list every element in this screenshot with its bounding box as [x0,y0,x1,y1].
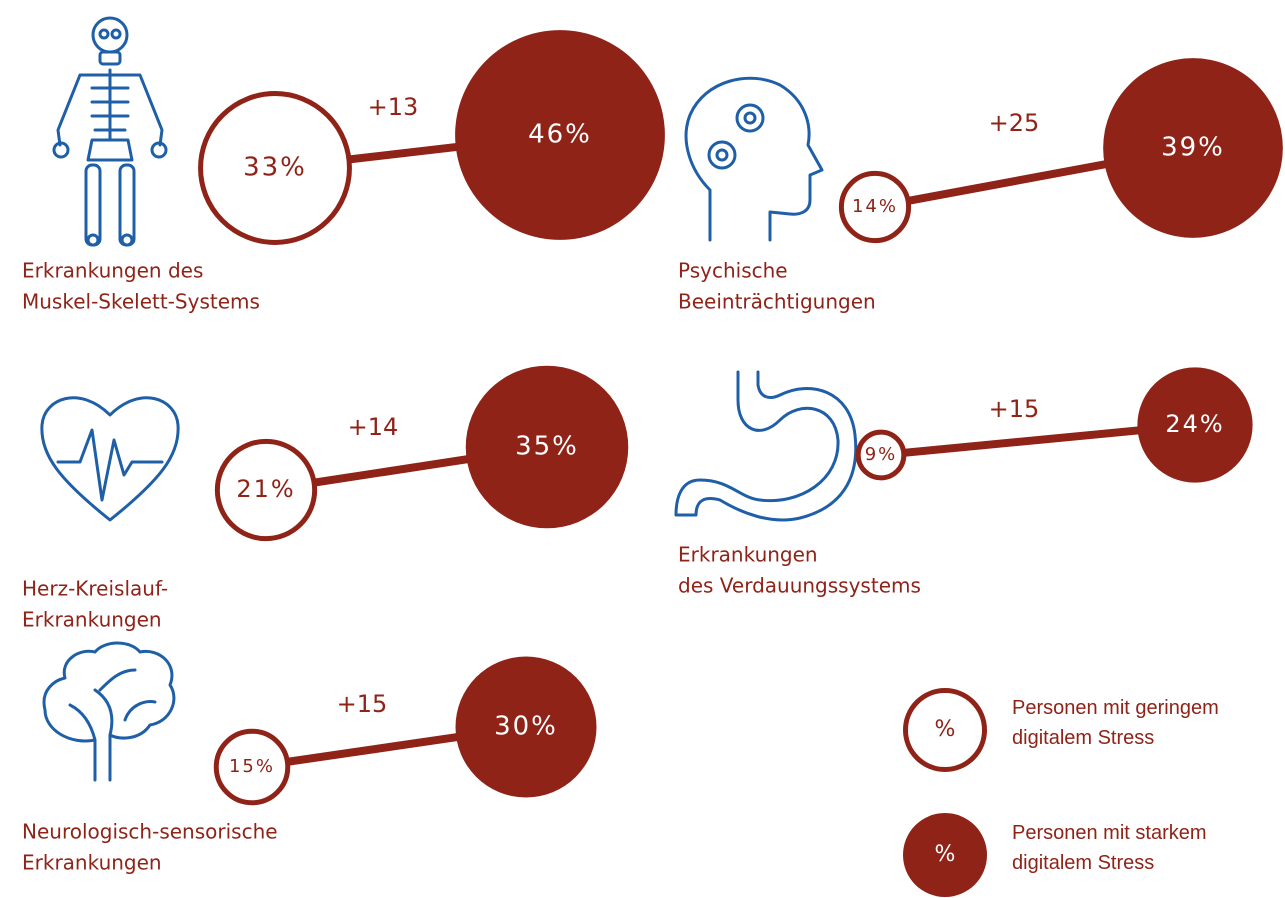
category-label: Psychische [678,259,788,283]
bubble [1137,367,1253,483]
head-gears-icon [684,76,824,242]
value-label: 15% [229,756,275,777]
value-label: 33% [243,153,307,183]
category-label: Erkrankungen des [22,259,203,283]
value-label: 21% [236,475,295,503]
category-label: Muskel-Skelett-Systems [22,290,260,314]
legend-symbol-label: % [935,842,956,867]
bubble [455,30,665,240]
value-label: 30% [494,712,558,742]
category-label: Erkrankungen [22,608,162,632]
bubble [1103,58,1283,238]
category-label: des Verdauungssystems [678,574,921,598]
brain-icon [42,641,176,782]
legend-symbol-label: % [935,717,956,742]
category-label: Erkrankungen [22,851,162,875]
difference-label: +14 [348,413,399,441]
category-label: Erkrankungen [678,543,818,567]
value-label: 24% [1165,410,1224,438]
bubble [198,91,352,245]
value-label: 9% [865,444,898,465]
bubble [214,438,318,542]
difference-label: +15 [989,395,1040,423]
value-label: 46% [528,120,592,150]
legend-symbol [903,688,987,772]
stomach-icon [674,370,858,522]
value-label: 39% [1161,133,1225,163]
bubble [455,656,597,798]
difference-label: +13 [368,93,419,121]
value-label: 35% [515,432,579,462]
bubble [855,429,907,481]
difference-label: +15 [337,690,388,718]
bubble [838,170,912,244]
category-label: Beeinträchtigungen [678,290,876,314]
legend-label: Personen mit geringem digitalem Stress [1012,697,1219,749]
bubble [465,365,629,529]
skeleton-icon [52,16,168,247]
heart-icon [40,396,180,522]
difference-label: +25 [989,109,1040,137]
legend-symbol [903,813,987,897]
category-label: Neurologisch-sensorische [22,820,278,844]
category-label: Herz-Kreislauf- [22,577,168,601]
legend-label: Personen mit starkem digitalem Stress [1012,822,1207,874]
bubble [213,728,291,806]
value-label: 14% [852,196,898,217]
